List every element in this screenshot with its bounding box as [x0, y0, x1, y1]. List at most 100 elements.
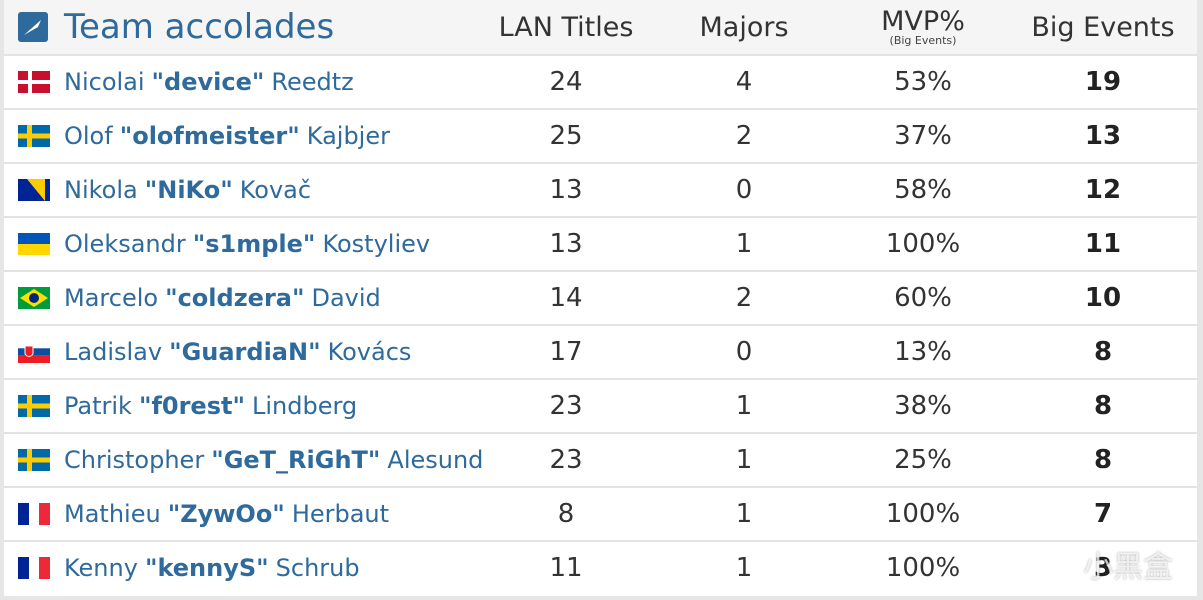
nickname: "f0rest" — [138, 392, 245, 420]
majors-cell: 4 — [735, 67, 753, 97]
mvp-cell: 58% — [894, 175, 952, 205]
nickname: "s1mple" — [192, 230, 316, 258]
nickname: "coldzera" — [165, 284, 305, 312]
last-name: Alesund — [387, 446, 484, 474]
column-header: Majors — [699, 11, 789, 43]
flag — [18, 503, 50, 525]
big-cell: 8 — [1093, 445, 1113, 475]
player-name: Christopher "GeT_RiGhT" Alesund — [64, 434, 483, 486]
flag — [18, 233, 50, 255]
majors-cell: 1 — [735, 445, 753, 475]
majors-cell: 2 — [735, 121, 753, 151]
first-name: Nicolai — [64, 68, 145, 96]
majors-cell: 2 — [735, 283, 753, 313]
nickname: "olofmeister" — [119, 122, 300, 150]
nickname: "kennyS" — [144, 554, 269, 582]
player-name: Marcelo "coldzera" David — [64, 272, 381, 324]
flag — [18, 449, 50, 471]
mvp-cell: 60% — [894, 283, 952, 313]
last-name: Lindberg — [251, 392, 358, 420]
mvp-cell: 100% — [885, 553, 961, 583]
mvp-cell: 100% — [885, 499, 961, 529]
majors-cell: 0 — [735, 175, 753, 205]
first-name: Nikola — [64, 176, 138, 204]
big-cell: 10 — [1084, 283, 1122, 313]
majors-cell: 1 — [735, 553, 753, 583]
watermark: 小黑盒 — [1083, 550, 1173, 585]
table-row: Nicolai "device" Reedtz 24 4 53% 19 — [4, 54, 1197, 108]
lan-cell: 24 — [549, 67, 583, 97]
lan-cell: 17 — [549, 337, 583, 367]
first-name: Patrik — [64, 392, 132, 420]
title: Team accolades — [64, 7, 335, 47]
nickname: "ZywOo" — [167, 500, 285, 528]
table-row: Ladislav "GuardiaN" Kovács 17 0 13% 8 — [4, 324, 1197, 378]
flag — [18, 71, 50, 93]
first-name: Oleksandr — [64, 230, 186, 258]
table-row: Marcelo "coldzera" David 14 2 60% 10 — [4, 270, 1197, 324]
player-name: Patrik "f0rest" Lindberg — [64, 380, 357, 432]
nickname: "device" — [151, 68, 265, 96]
table-row: Christopher "GeT_RiGhT" Alesund 23 1 25% 8 — [4, 432, 1197, 486]
big-cell: 12 — [1084, 175, 1122, 205]
majors-cell: 1 — [735, 391, 753, 421]
accolades-table: Team accolades LAN Titles Majors MVP% (B… — [4, 0, 1197, 596]
table-row: Mathieu "ZywOo" Herbaut 8 1 100% 7 — [4, 486, 1197, 540]
last-name: Kajbjer — [306, 122, 390, 150]
last-name: Kovač — [239, 176, 312, 204]
lan-cell: 11 — [549, 553, 583, 583]
mvp-cell: 53% — [894, 67, 952, 97]
last-name: Schrub — [275, 554, 360, 582]
player-name: Kenny "kennyS" Schrub — [64, 542, 360, 594]
lan-cell: 13 — [549, 175, 583, 205]
lan-cell: 23 — [549, 391, 583, 421]
flag — [18, 125, 50, 147]
table-row: Kenny "kennyS" Schrub 11 1 100% 3 — [4, 540, 1197, 594]
flag — [18, 395, 50, 417]
last-name: Herbaut — [291, 500, 390, 528]
first-name: Olof — [64, 122, 113, 150]
player-name: Nicolai "device" Reedtz — [64, 56, 354, 108]
big-cell: 7 — [1093, 499, 1113, 529]
majors-cell: 1 — [735, 229, 753, 259]
flag — [18, 287, 50, 309]
majors-cell: 1 — [735, 499, 753, 529]
column-header: MVP% (Big Events) — [833, 0, 1013, 54]
lan-cell: 8 — [557, 499, 575, 529]
lan-cell: 25 — [549, 121, 583, 151]
player-name: Ladislav "GuardiaN" Kovács — [64, 326, 411, 378]
big-cell: 3 — [1093, 553, 1113, 583]
player-name: Oleksandr "s1mple" Kostyliev — [64, 218, 430, 270]
last-name: David — [311, 284, 381, 312]
player-name: Nikola "NiKo" Kovač — [64, 164, 311, 216]
lan-cell: 23 — [549, 445, 583, 475]
table-row: Oleksandr "s1mple" Kostyliev 13 1 100% 11 — [4, 216, 1197, 270]
table-row: Olof "olofmeister" Kajbjer 25 2 37% 13 — [4, 108, 1197, 162]
first-name: Mathieu — [64, 500, 161, 528]
lan-cell: 13 — [549, 229, 583, 259]
column-header: LAN Titles — [498, 11, 634, 43]
table-row: Patrik "f0rest" Lindberg 23 1 38% 8 — [4, 378, 1197, 432]
big-cell: 8 — [1093, 391, 1113, 421]
table-row: Nikola "NiKo" Kovač 13 0 58% 12 — [4, 162, 1197, 216]
big-cell: 13 — [1084, 121, 1122, 151]
mvp-cell: 100% — [885, 229, 961, 259]
lan-cell: 14 — [549, 283, 583, 313]
flag — [18, 341, 50, 363]
column-header: Big Events — [1031, 11, 1175, 43]
flag — [18, 557, 50, 579]
majors-cell: 0 — [735, 337, 753, 367]
mvp-cell: 37% — [894, 121, 952, 151]
header-row: Team accolades LAN Titles Majors MVP% (B… — [4, 0, 1197, 54]
first-name: Marcelo — [64, 284, 159, 312]
nickname: "GuardiaN" — [169, 338, 321, 366]
mvp-cell: 13% — [894, 337, 952, 367]
big-cell: 8 — [1093, 337, 1113, 367]
column-note: (Big Events) — [889, 34, 957, 47]
player-name: Mathieu "ZywOo" Herbaut — [64, 488, 389, 540]
last-name: Kovács — [327, 338, 412, 366]
big-cell: 11 — [1084, 229, 1122, 259]
last-name: Kostyliev — [322, 230, 431, 258]
first-name: Christopher — [64, 446, 205, 474]
